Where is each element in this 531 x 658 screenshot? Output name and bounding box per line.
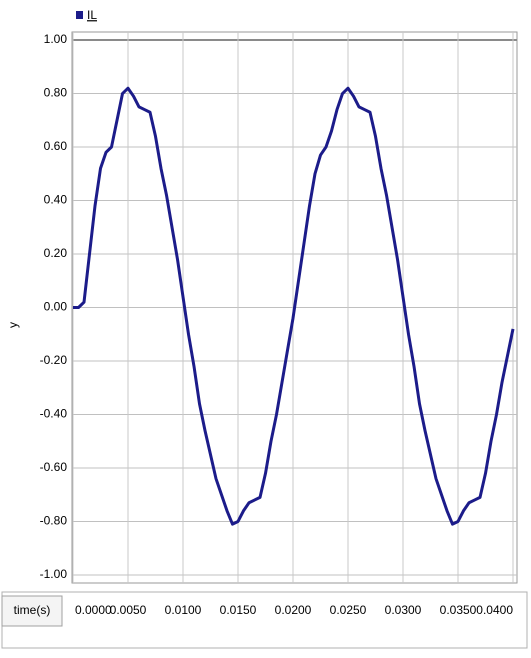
x-tick-label: 0.0400	[476, 603, 513, 617]
data-line	[73, 86, 515, 526]
y-tick-label: -0.60	[40, 460, 68, 474]
y-tick-label: -1.00	[40, 567, 68, 581]
legend-swatch	[76, 11, 83, 19]
y-tick-label: 0.00	[44, 300, 68, 314]
legend-label: IL	[87, 8, 97, 22]
x-label-box	[1, 595, 63, 627]
y-tick-label: 0.60	[44, 139, 68, 153]
y-tick-label: -0.40	[40, 407, 68, 421]
x-tick-label: 0.0250	[330, 603, 367, 617]
x-tick-label: 0.0000	[75, 603, 112, 617]
y-tick-label: -0.20	[40, 353, 68, 367]
x-tick-label: 0.0200	[275, 603, 312, 617]
x-tick-label: 0.0050	[110, 603, 147, 617]
x-axis-label: time(s)	[14, 603, 51, 617]
y-axis-label: y	[6, 322, 20, 328]
y-tick-label: 0.20	[44, 246, 68, 260]
x-tick-label: 0.0300	[385, 603, 422, 617]
x-tick-label: 0.0150	[220, 603, 257, 617]
y-tick-label: 0.40	[44, 193, 68, 207]
x-tick-label: 0.0100	[165, 603, 202, 617]
y-tick-label: -0.80	[40, 514, 68, 528]
y-tick-label: 1.00	[44, 32, 68, 46]
x-tick-label: 0.0350	[440, 603, 477, 617]
x-axis-panel	[1, 591, 528, 649]
y-tick-label: 0.80	[44, 86, 68, 100]
